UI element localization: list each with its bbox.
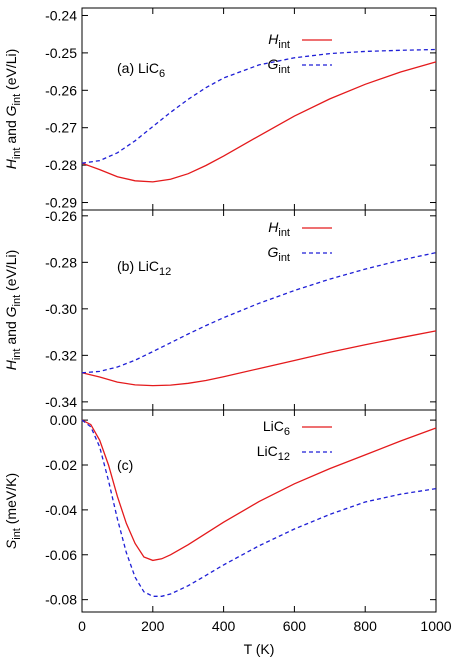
- x-tick-label: 400: [212, 618, 236, 634]
- label-part: H: [3, 158, 19, 169]
- y-tick-label: -0.28: [45, 254, 77, 270]
- plot-frame: [81, 409, 437, 613]
- label-part: S: [3, 539, 19, 549]
- y-tick-label: -0.29: [45, 195, 77, 211]
- x-axis-title: T (K): [244, 641, 275, 657]
- label-part: int: [11, 94, 23, 106]
- series-line-lic12: [81, 419, 437, 597]
- label-part: int: [11, 528, 23, 540]
- label-part: int: [278, 64, 290, 76]
- panel-label-text: (b) LiC: [117, 258, 159, 274]
- label-part: (eV/Li): [3, 250, 19, 295]
- y-tick-label: -0.32: [45, 347, 77, 363]
- y-tick-label: -0.26: [45, 82, 77, 98]
- y-tick-label: -0.25: [45, 45, 77, 61]
- panel-label-sub: 12: [159, 266, 171, 278]
- label-part: G: [3, 306, 19, 317]
- y-axis-title: Hint and Gint (eV/Li): [3, 250, 23, 371]
- panel-label: (c): [117, 457, 133, 473]
- y-tick-label: -0.24: [45, 7, 77, 23]
- y-axis-title: Sint (meV/K): [3, 473, 23, 549]
- label-part: (meV/K): [3, 473, 19, 528]
- panel-label-text: (c): [117, 457, 133, 473]
- y-tick-label: 0.00: [50, 412, 77, 428]
- legend-entry-label: Gint: [267, 244, 290, 264]
- y-tick-label: -0.26: [45, 208, 77, 224]
- x-tick-label: 1000: [420, 618, 451, 634]
- label-part: int: [11, 148, 23, 160]
- legend-entry-label: Hint: [268, 31, 290, 51]
- series-line-gint: [81, 48, 437, 164]
- x-tick-label: 0: [78, 618, 86, 634]
- label-part: H: [268, 31, 279, 47]
- series-line-hint: [81, 330, 437, 387]
- label-part: 12: [278, 451, 290, 463]
- label-part: H: [268, 219, 279, 235]
- panel-label: (a) LiC6: [117, 60, 165, 80]
- panel-label: (b) LiC12: [117, 258, 171, 278]
- label-part: and: [3, 317, 19, 348]
- y-tick-label: -0.04: [45, 502, 77, 518]
- plot-frame: [81, 7, 437, 211]
- series-line-gint: [81, 251, 437, 374]
- y-tick-label: -0.06: [45, 547, 77, 563]
- label-part: int: [278, 39, 290, 51]
- y-tick-label: -0.28: [45, 157, 77, 173]
- label-part: G: [3, 105, 19, 116]
- x-tick-label: 800: [354, 618, 378, 634]
- y-tick-label: -0.08: [45, 592, 77, 608]
- label-part: 6: [284, 426, 290, 438]
- legend-entry-label: LiC6: [263, 418, 290, 438]
- label-part: G: [267, 244, 278, 260]
- label-part: int: [278, 252, 290, 264]
- y-axis-title: Hint and Gint (eV/Li): [3, 49, 23, 170]
- plot-frame: [81, 209, 437, 411]
- legend-entry-label: Gint: [267, 56, 290, 76]
- series-line-lic6: [81, 419, 437, 562]
- panel-c: -0.08 -0.06 -0.04 -0.02 0.00 0 200 400 600 800 100…: [3, 409, 452, 657]
- label-part: int: [11, 295, 23, 307]
- panel-label-sub: 6: [159, 68, 165, 80]
- y-tick-label: -0.27: [45, 120, 77, 136]
- label-part: G: [267, 56, 278, 72]
- label-part: H: [3, 359, 19, 370]
- label-part: (eV/Li): [3, 49, 19, 94]
- x-tick-label: 200: [141, 618, 165, 634]
- series-line-hint: [81, 61, 437, 183]
- label-part: LiC: [263, 418, 284, 434]
- y-tick-label: -0.30: [45, 301, 77, 317]
- y-tick-label: -0.34: [45, 394, 77, 410]
- panel-a: -0.29 -0.28 -0.27 -0.26 -0.25 -0.24 Hint and G…: [3, 7, 437, 211]
- x-tick-label: 600: [283, 618, 307, 634]
- legend-entry-label: LiC12: [257, 443, 290, 463]
- label-part: and: [3, 116, 19, 147]
- legend-entry-label: Hint: [268, 219, 290, 239]
- y-tick-label: -0.02: [45, 457, 77, 473]
- panel-b: -0.34 -0.32 -0.30 -0.28 -0.26 Hint and Gint (…: [3, 208, 437, 411]
- panel-label-text: (a) LiC: [117, 60, 159, 76]
- label-part: int: [11, 349, 23, 361]
- label-part: int: [278, 227, 290, 239]
- label-part: LiC: [257, 443, 278, 459]
